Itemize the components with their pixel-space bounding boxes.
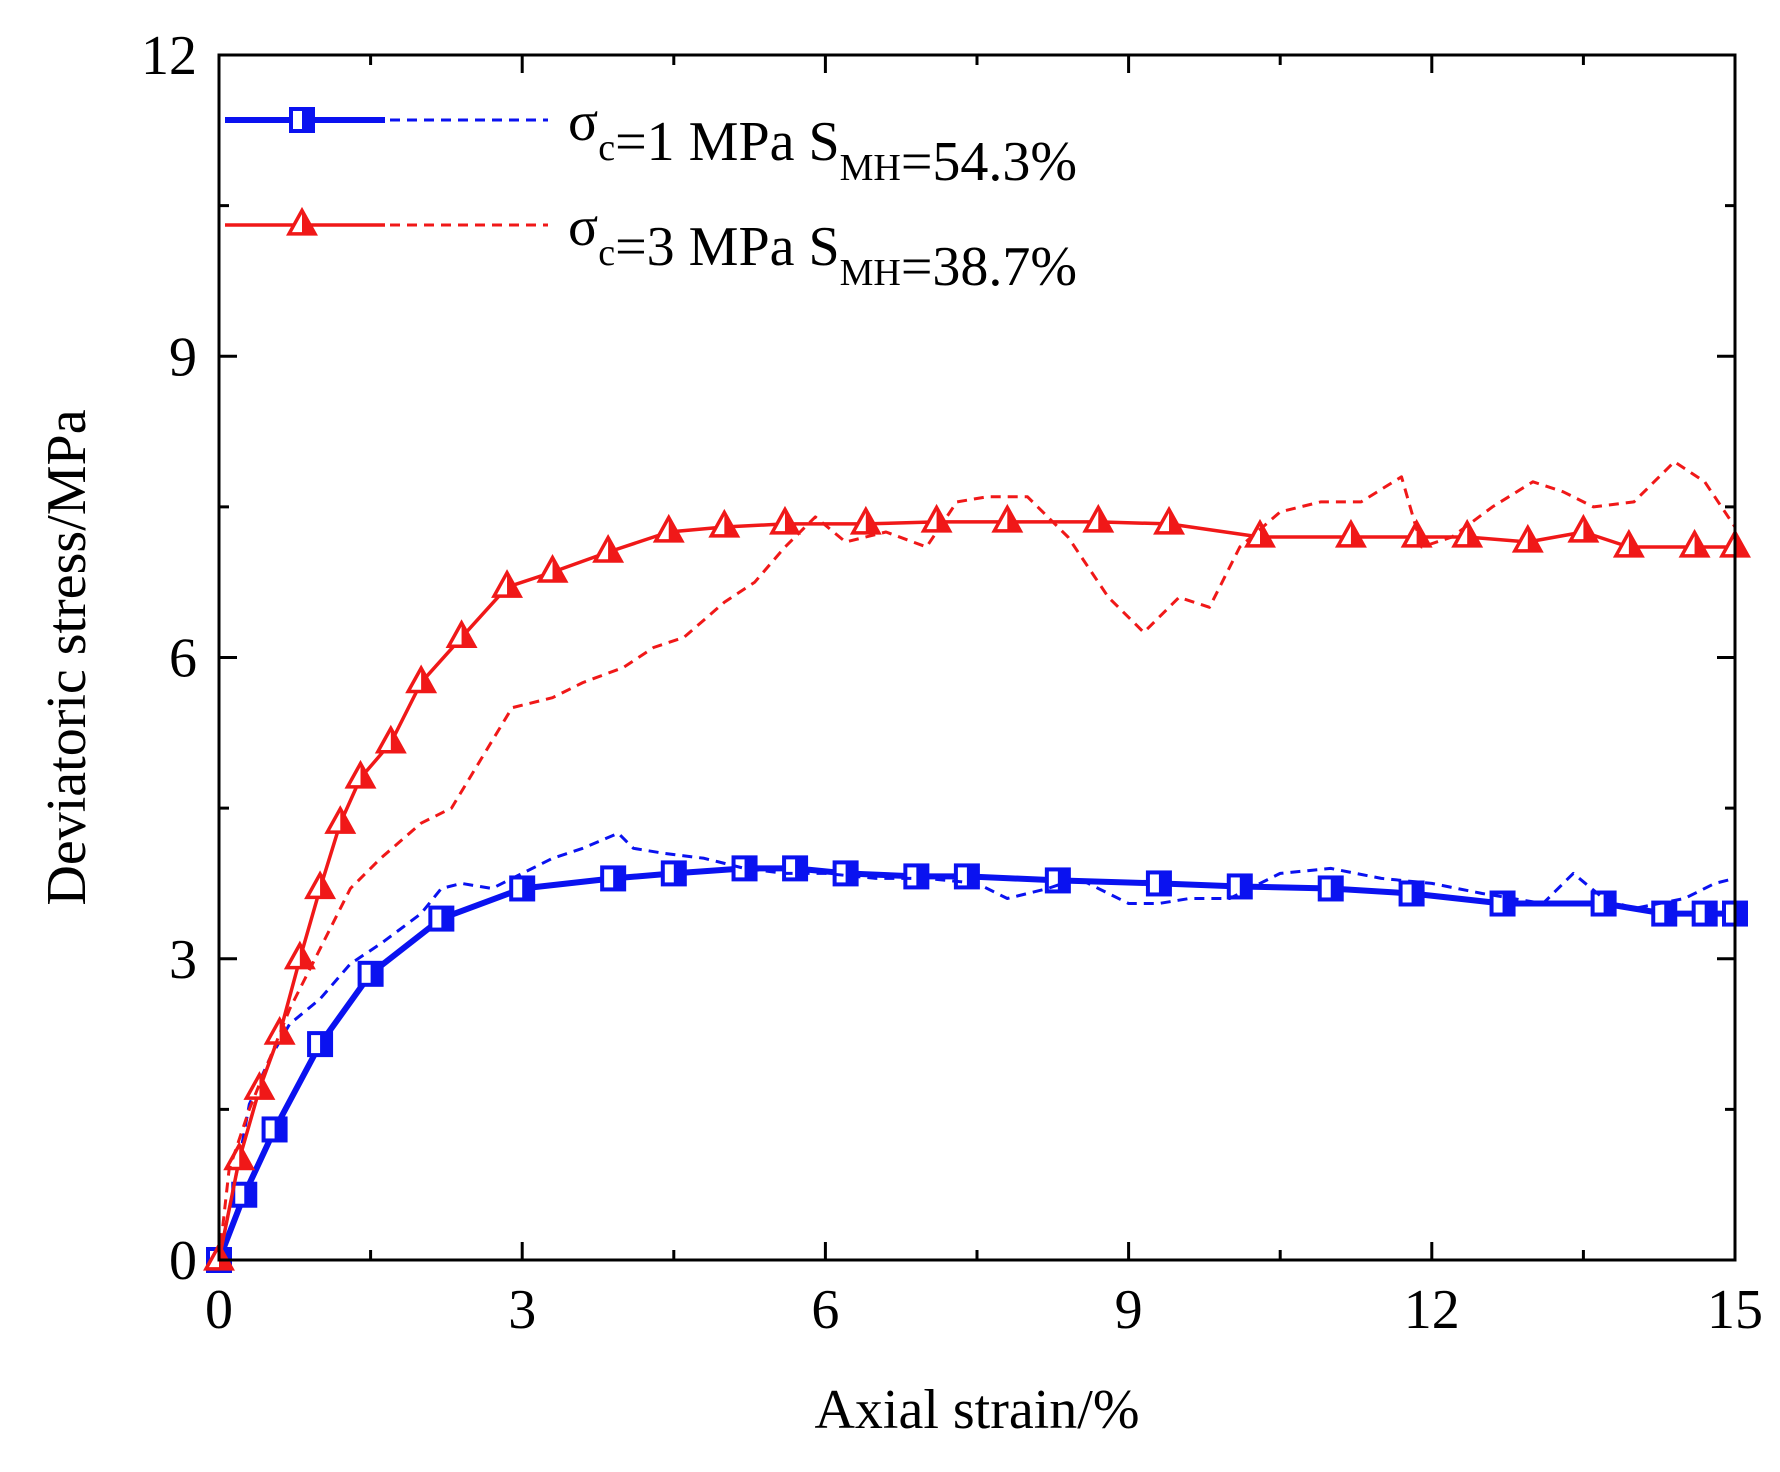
legend-entry-s2: σc=3 MPa SMH=38.7% [225,196,1077,298]
triangle-marker [374,724,407,754]
x-tick-label: 0 [205,1279,233,1341]
legend: σc=1 MPa SMH=54.3%σc=3 MPa SMH=38.7% [225,91,1077,298]
square-marker [307,1031,334,1058]
square-marker [1317,875,1344,902]
square-marker [1145,870,1172,897]
x-tick-label: 12 [1404,1279,1460,1341]
triangle-marker [991,503,1024,533]
legend-subscript: c [598,127,615,169]
triangle-marker [536,554,569,583]
triangle-marker [344,759,377,789]
legend-subscript: MH [840,147,901,189]
square-marker [231,1181,258,1208]
triangle-marker [1153,505,1186,535]
triangle-marker [1678,528,1711,558]
x-tick-label: 6 [811,1279,839,1341]
y-tick-label: 6 [169,628,197,690]
square-marker [261,1116,288,1143]
square-marker [357,960,384,987]
triangle-marker [592,533,625,563]
square-marker [509,875,536,902]
legend-subscript: MH [840,252,901,294]
legend-label: σc=3 MPa SMH=38.7% [568,196,1077,298]
triangle-marker [708,508,741,538]
triangle-marker [652,513,685,543]
y-axis-label: Deviatoric stress/MPa [36,409,98,905]
s2-measured-line [217,460,1737,1261]
legend-text: =3 MPa S [615,216,840,278]
square-marker [1590,890,1617,917]
legend-label: σc=1 MPa SMH=54.3% [568,91,1077,193]
x-tick-label: 15 [1707,1279,1763,1341]
square-marker [1651,900,1678,927]
square-marker [903,863,930,890]
square-marker [1489,890,1516,917]
triangle-marker [1334,518,1367,548]
square-marker [782,855,809,882]
legend-text: =1 MPa S [615,111,840,173]
series-layer [203,460,1751,1273]
triangle-marker [324,805,357,834]
triangle-marker [445,619,478,649]
x-axis-label: Axial strain/% [814,1379,1139,1441]
triangle-marker [286,206,318,236]
legend-entry-s1: σc=1 MPa SMH=54.3% [225,91,1077,193]
triangle-marker [1612,528,1645,558]
legend-text: σ [568,196,598,258]
ticks-layer: 0 3 6 9 12 15 0 3 6 9 12 [141,25,1763,1341]
triangle-marker [1451,518,1484,548]
triangle-marker [491,569,524,598]
legend-text: σ [568,91,598,153]
y-tick-label: 12 [141,25,197,87]
triangle-marker [405,664,438,694]
square-marker [289,107,315,133]
square-marker [660,860,687,887]
s1-measured-line [217,831,1736,1261]
legend-text: =54.3% [901,131,1077,193]
square-marker [1398,880,1425,907]
x-tick-label: 9 [1115,1279,1143,1341]
square-marker [1226,873,1253,900]
legend-text: =38.7% [901,236,1077,298]
square-marker [1691,900,1718,927]
y-tick-label: 3 [169,929,197,991]
triangle-marker [304,870,337,900]
triangle-marker [1567,513,1600,543]
triangle-marker [283,940,316,970]
triangle-marker [1082,503,1115,533]
square-marker [428,905,455,932]
legend-subscript: c [598,232,615,274]
triangle-marker [768,505,801,535]
y-tick-label: 9 [169,326,197,388]
square-marker [600,865,627,892]
triangle-marker [849,505,882,535]
triangle-marker [1511,523,1544,553]
y-tick-label: 0 [169,1230,197,1292]
x-tick-label: 3 [508,1279,536,1341]
